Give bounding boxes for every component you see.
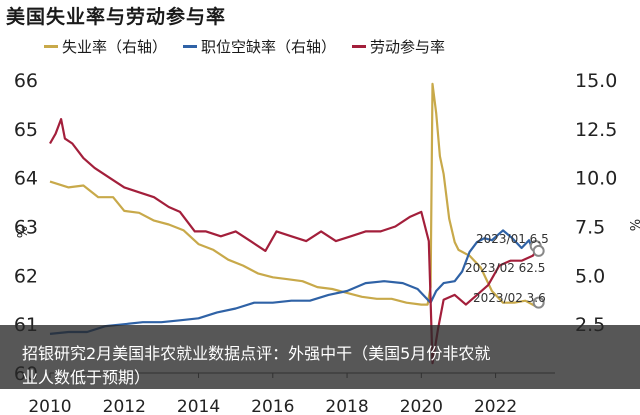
annotation-marker bbox=[532, 296, 545, 309]
chart-axes: 60616263646566%2.55.07.510.012.515.0%201… bbox=[13, 70, 640, 415]
chart-title: 美国失业率与劳动参与率 bbox=[6, 6, 227, 28]
left-tick-label: 62 bbox=[14, 265, 38, 287]
annotation-marker bbox=[532, 244, 545, 257]
x-tick-label: 2014 bbox=[177, 397, 220, 415]
annotation-label: 2023/02 62.5 bbox=[465, 261, 545, 275]
legend-item-participation: 劳动参与率 bbox=[352, 36, 445, 57]
chart-annotations: 2023/01 6.5 2023/02 62.5 2023/02 3.6 bbox=[465, 232, 549, 309]
annotation-label: 2023/01 6.5 bbox=[476, 232, 549, 246]
left-tick-label: 64 bbox=[14, 168, 38, 190]
legend-swatch-participation bbox=[352, 45, 367, 48]
right-axis-label: % bbox=[626, 219, 640, 231]
legend-item-vacancy: 职位空缺率（右轴） bbox=[183, 36, 336, 57]
article-caption[interactable]: 招银研究2月美国非农就业数据点评：外强中干（美国5月份非农就 业人数低于预期） bbox=[22, 342, 622, 390]
caption-line-1: 招银研究2月美国非农就业数据点评：外强中干（美国5月份非农就 bbox=[22, 344, 491, 363]
participation-line bbox=[49, 118, 538, 365]
right-tick-label: 10.0 bbox=[575, 168, 617, 190]
right-tick-label: 12.5 bbox=[575, 119, 617, 141]
right-tick-label: 5.0 bbox=[575, 265, 605, 287]
x-tick-label: 2018 bbox=[325, 397, 368, 415]
x-tick-label: 2012 bbox=[103, 397, 146, 415]
legend-swatch-unemployment bbox=[44, 45, 58, 48]
right-tick-label: 15.0 bbox=[575, 70, 617, 92]
x-tick-label: 2010 bbox=[28, 397, 71, 415]
caption-line-2: 业人数低于预期） bbox=[22, 368, 151, 387]
legend-label-vacancy: 职位空缺率（右轴） bbox=[201, 38, 337, 56]
unemployment-line bbox=[49, 82, 543, 308]
chart-series-lines bbox=[49, 82, 543, 365]
caption-overlay bbox=[0, 325, 640, 389]
x-tick-label: 2020 bbox=[400, 397, 443, 415]
legend-label-participation: 劳动参与率 bbox=[370, 38, 446, 56]
left-axis-label: % bbox=[13, 226, 28, 238]
x-tick-label: 2016 bbox=[251, 397, 294, 415]
legend-item-unemployment: 失业率（右轴） bbox=[44, 36, 167, 57]
x-tick-label: 2022 bbox=[474, 397, 517, 415]
left-tick-label: 65 bbox=[14, 119, 38, 141]
left-tick-label: 63 bbox=[14, 217, 38, 239]
left-tick-label: 66 bbox=[14, 70, 38, 92]
right-tick-label: 7.5 bbox=[575, 217, 605, 239]
chart-legend: 失业率（右轴） 职位空缺率（右轴） 劳动参与率 bbox=[44, 36, 445, 57]
vacancy-line bbox=[49, 229, 538, 335]
annotation-label: 2023/02 3.6 bbox=[473, 291, 546, 305]
legend-label-unemployment: 失业率（右轴） bbox=[62, 38, 168, 56]
legend-swatch-vacancy bbox=[183, 45, 198, 48]
